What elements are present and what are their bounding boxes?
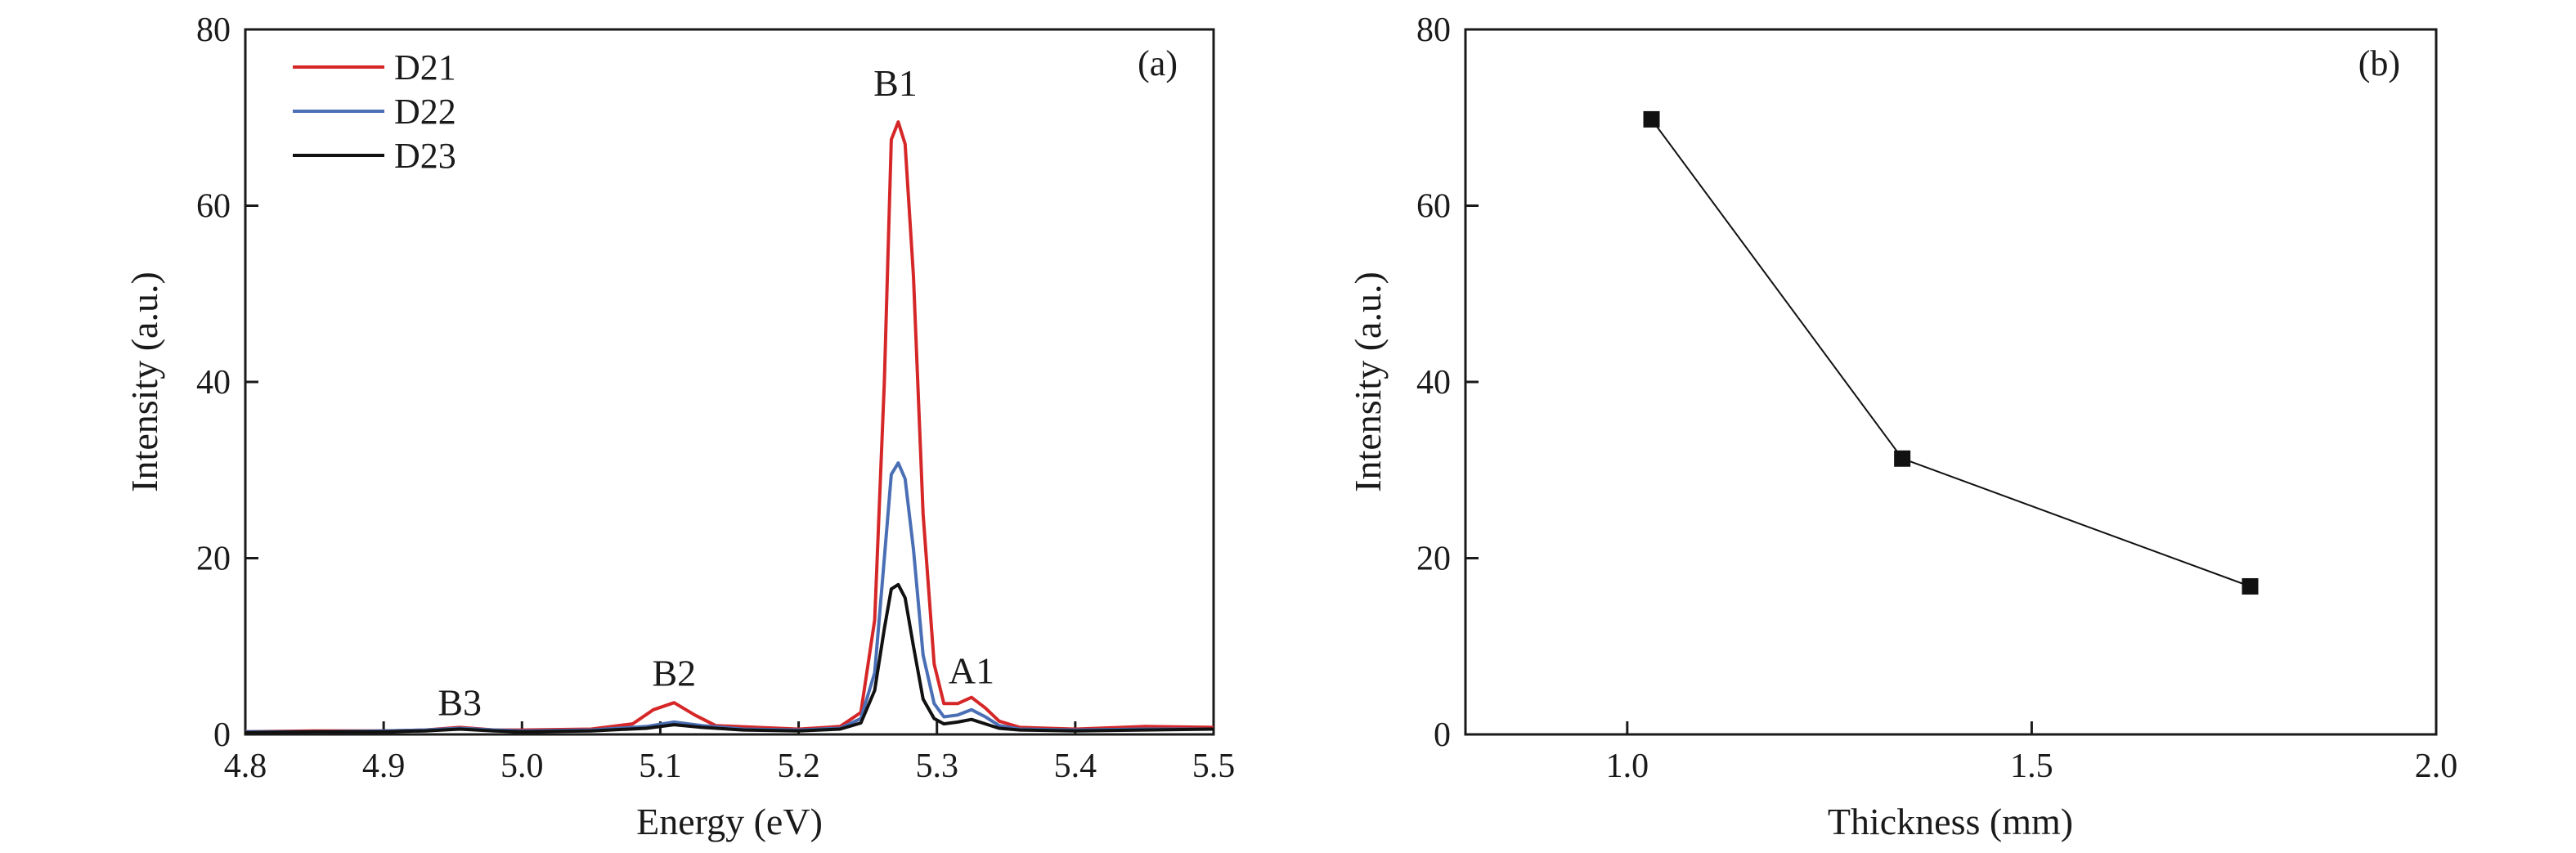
y-tick-label: 20 (196, 541, 231, 578)
panel-a-y-axis-title: Intensity (a.u.) (123, 272, 165, 492)
x-tick-label: 1.0 (1606, 747, 1649, 785)
panel-b-thickness-chart: 1.0 1.5 2.0 0 20 40 60 80 (b) Thickness (mm) In… (1347, 11, 2457, 842)
y-tick-label: 20 (1416, 541, 1451, 578)
panel-a-ticks: 4.8 4.9 5.0 5.1 5.2 5.3 5.4 5.5 0 20 40 60 80 (196, 11, 1235, 785)
panel-a-x-axis-title: Energy (eV) (636, 801, 823, 842)
series-line-d22 (245, 461, 1214, 734)
y-tick-label: 60 (1416, 188, 1451, 226)
x-tick-label: 1.5 (2010, 747, 2053, 785)
data-point-marker (2242, 577, 2259, 595)
x-tick-label: 5.4 (1054, 747, 1097, 785)
panel-b-series (1643, 110, 2259, 595)
x-tick-label: 5.0 (500, 747, 544, 785)
panel-b-x-axis-title: Thickness (mm) (1828, 801, 2073, 842)
x-tick-label: 2.0 (2415, 747, 2458, 785)
panel-a-spectra-chart: 4.8 4.9 5.0 5.1 5.2 5.3 5.4 5.5 0 20 40 60 80 B3 B2 B1… (123, 11, 1235, 842)
y-tick-label: 40 (1416, 364, 1451, 402)
y-tick-label: 0 (213, 716, 231, 754)
series-line-intensity (1650, 119, 2251, 587)
legend-label-d22: D22 (394, 92, 456, 132)
panel-a-series (245, 120, 1214, 734)
y-tick-label: 0 (1434, 716, 1451, 754)
peak-label-b1: B1 (873, 62, 918, 104)
series-line-d23 (245, 582, 1214, 734)
panel-b-plot-frame (1464, 28, 2438, 736)
peak-label-b2: B2 (652, 653, 696, 694)
series-line-d21 (245, 120, 1214, 734)
x-tick-label: 5.3 (915, 747, 958, 785)
x-tick-label: 5.1 (639, 747, 682, 785)
y-tick-label: 80 (1416, 11, 1451, 49)
x-tick-label: 4.8 (224, 747, 267, 785)
peak-label-b3: B3 (438, 681, 482, 723)
peak-label-a1: A1 (949, 650, 994, 692)
x-tick-label: 5.2 (777, 747, 820, 785)
x-tick-label: 5.5 (1192, 747, 1236, 785)
data-point-marker (1643, 110, 1660, 128)
x-tick-label: 4.9 (362, 747, 406, 785)
data-point-marker (1894, 450, 1911, 467)
panel-a-label: (a) (1138, 43, 1178, 83)
panel-a-plot-frame (244, 28, 1215, 736)
legend-label-d23: D23 (394, 136, 456, 176)
y-tick-label: 40 (196, 364, 231, 402)
y-tick-label: 60 (196, 188, 231, 226)
legend-label-d21: D21 (394, 47, 456, 88)
y-tick-label: 80 (196, 11, 231, 49)
panel-b-label: (b) (2358, 43, 2400, 83)
panel-b-y-axis-title: Intensity (a.u.) (1347, 272, 1389, 492)
panel-b-ticks: 1.0 1.5 2.0 0 20 40 60 80 (1416, 11, 2457, 785)
panel-a-peak-annotations: B3 B2 B1 A1 (438, 62, 994, 723)
